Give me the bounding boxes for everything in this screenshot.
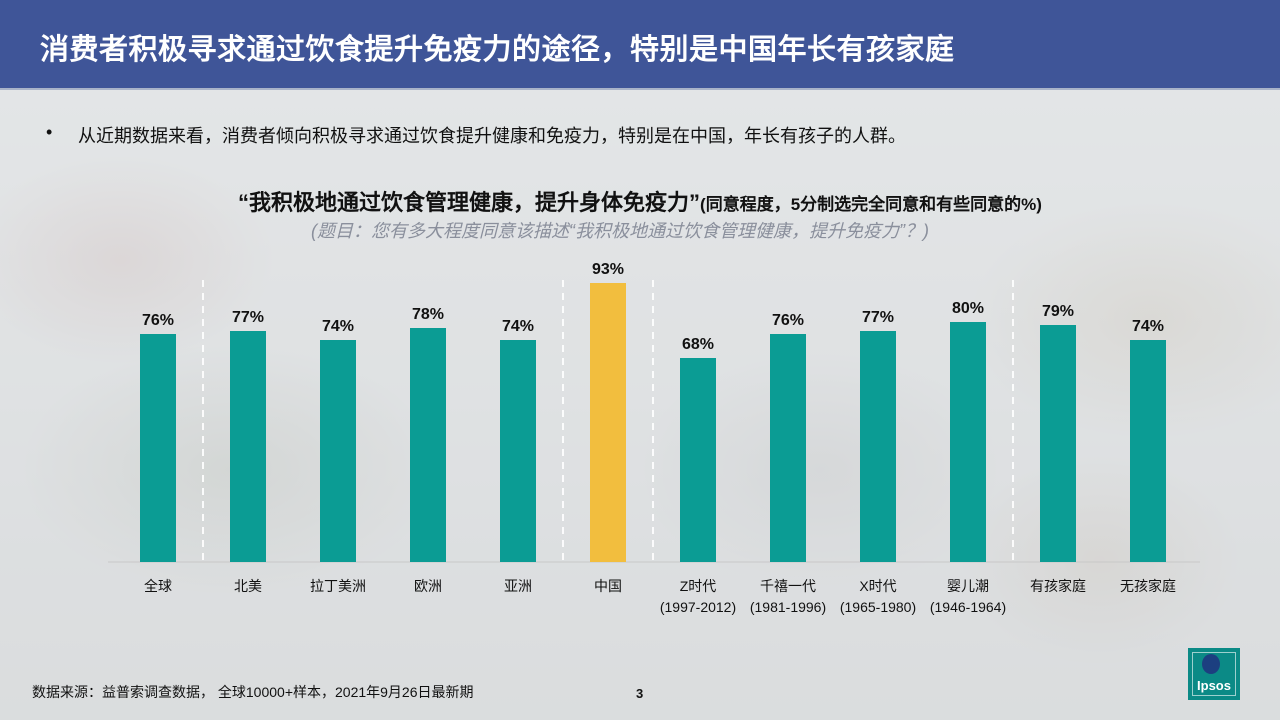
bar-10 (950, 322, 986, 562)
logo-frame (1192, 652, 1236, 696)
bar-value-label: 74% (502, 318, 534, 335)
bar-4 (410, 328, 446, 562)
bar-value-label: 68% (682, 336, 714, 353)
category-sublabel: (1965-1980) (840, 599, 916, 615)
bar-1 (140, 334, 176, 562)
bar-11 (1040, 325, 1076, 562)
chart-title: “我积极地通过饮食管理健康，提升身体免疫力”(同意程度，5分制选完全同意和有些同… (0, 185, 1280, 217)
chart-title-main: “我积极地通过饮食管理健康，提升身体免疫力” (238, 190, 701, 215)
category-label: 全球 (144, 578, 172, 594)
title-bar: 消费者积极寻求通过饮食提升免疫力的途径，特别是中国年长有孩家庭 (0, 0, 1280, 90)
category-sublabel: (1997-2012) (660, 599, 736, 615)
bullet-icon: • (46, 122, 53, 142)
bar-value-label: 74% (322, 318, 354, 335)
category-label: 拉丁美洲 (310, 578, 366, 594)
bar-value-label: 93% (592, 261, 624, 278)
bar-12 (1130, 340, 1166, 562)
data-source-note: 数据来源：益普索调查数据， 全球10000+样本，2021年9月26日最新期 (32, 684, 474, 700)
category-label: 有孩家庭 (1030, 578, 1086, 594)
bar-value-label: 76% (772, 312, 804, 329)
category-sublabel: (1946-1964) (930, 599, 1006, 615)
logo-text: Ipsos (1197, 678, 1231, 693)
category-label: Z时代 (680, 578, 717, 594)
category-label: 千禧一代 (760, 578, 816, 594)
chart-question: (题目：您有多大程度同意该描述“我积极地通过饮食管理健康，提升免疫力”？) (311, 221, 929, 241)
bar-value-label: 74% (1132, 318, 1164, 335)
bar-value-label: 80% (952, 300, 984, 317)
bar-7 (680, 358, 716, 562)
category-label: 北美 (234, 578, 262, 594)
bar-value-label: 77% (232, 309, 264, 326)
bar-value-label: 76% (142, 312, 174, 329)
slide-title: 消费者积极寻求通过饮食提升免疫力的途径，特别是中国年长有孩家庭 (40, 34, 955, 66)
category-label: 婴儿潮 (947, 578, 989, 594)
ipsos-logo: Ipsos (1188, 648, 1240, 700)
bar-value-label: 79% (1042, 303, 1074, 320)
category-label: 中国 (594, 578, 622, 594)
bullet-text: 从近期数据来看，消费者倾向积极寻求通过饮食提升健康和免疫力，特别是在中国，年长有… (78, 126, 906, 146)
bar-6 (590, 283, 626, 562)
logo-mark-icon (1202, 654, 1220, 674)
category-sublabel: (1981-1996) (750, 599, 826, 615)
category-label: 无孩家庭 (1120, 578, 1176, 594)
chart-subtitle: (同意程度，5分制选完全同意和有些同意的%) (700, 195, 1042, 214)
bar-chart: 76% 全球 77% 北美 74% 拉丁美洲 78% 欧洲 74% 亚洲 93% 中国 68% Z时代 (1… (108, 261, 1200, 615)
page-number: 3 (636, 686, 644, 701)
bar-9 (860, 331, 896, 562)
bar-3 (320, 340, 356, 562)
bar-value-label: 77% (862, 309, 894, 326)
category-label: 亚洲 (504, 578, 532, 594)
bar-value-label: 78% (412, 306, 444, 323)
bar-2 (230, 331, 266, 562)
bar-8 (770, 334, 806, 562)
category-label: X时代 (859, 578, 896, 594)
bar-5 (500, 340, 536, 562)
category-label: 欧洲 (414, 578, 442, 594)
